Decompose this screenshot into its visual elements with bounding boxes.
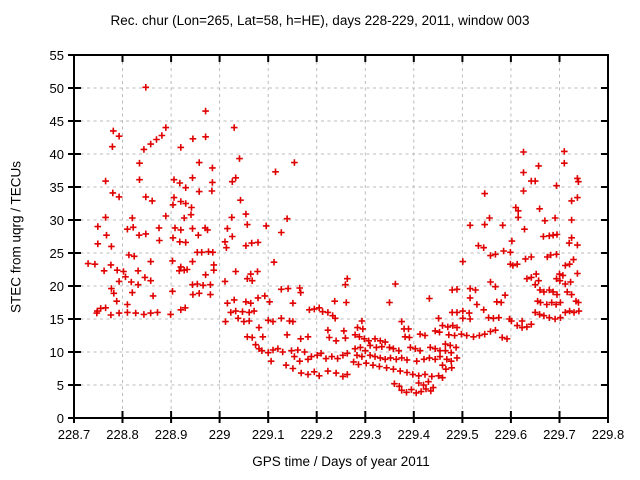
- scatter-points: [84, 84, 583, 397]
- y-tick-label: 20: [49, 278, 64, 294]
- x-tick-label: 229.6: [494, 427, 528, 442]
- y-tick-label: 0: [56, 410, 64, 426]
- y-tick-label: 15: [49, 311, 64, 327]
- x-tick-label: 229.8: [591, 427, 625, 442]
- x-tick-label: 229.1: [251, 427, 285, 442]
- x-axis-title: GPS time / Days of year 2011: [252, 454, 430, 469]
- y-tick-label: 30: [49, 212, 64, 228]
- x-tick-label: 228.8: [106, 427, 139, 442]
- chart-title: Rec. chur (Lon=265, Lat=58, h=HE), days …: [110, 13, 530, 28]
- y-tick-label: 25: [49, 245, 64, 261]
- y-tick-label: 35: [49, 179, 64, 195]
- x-tick-label: 229.5: [446, 427, 479, 442]
- axis-ticks: [68, 54, 609, 423]
- y-tick-label: 40: [49, 146, 64, 162]
- x-tick-label: 228.9: [154, 427, 188, 442]
- y-tick-label: 45: [49, 113, 64, 129]
- y-tick-label: 55: [49, 47, 64, 63]
- y-tick-label: 5: [56, 377, 64, 393]
- x-tick-label: 228.7: [57, 427, 91, 442]
- x-tick-label: 229.7: [543, 427, 576, 442]
- x-tick-label: 229.2: [300, 427, 333, 442]
- plot-area: [68, 54, 609, 423]
- grid-lines: [73, 54, 609, 419]
- plot-frame: [73, 54, 609, 419]
- x-tick-label: 229.3: [348, 427, 382, 442]
- x-tick-label: 229: [208, 427, 231, 442]
- y-tick-label: 10: [49, 344, 64, 360]
- x-tick-label: 229.4: [397, 427, 431, 442]
- y-tick-label: 50: [49, 80, 64, 96]
